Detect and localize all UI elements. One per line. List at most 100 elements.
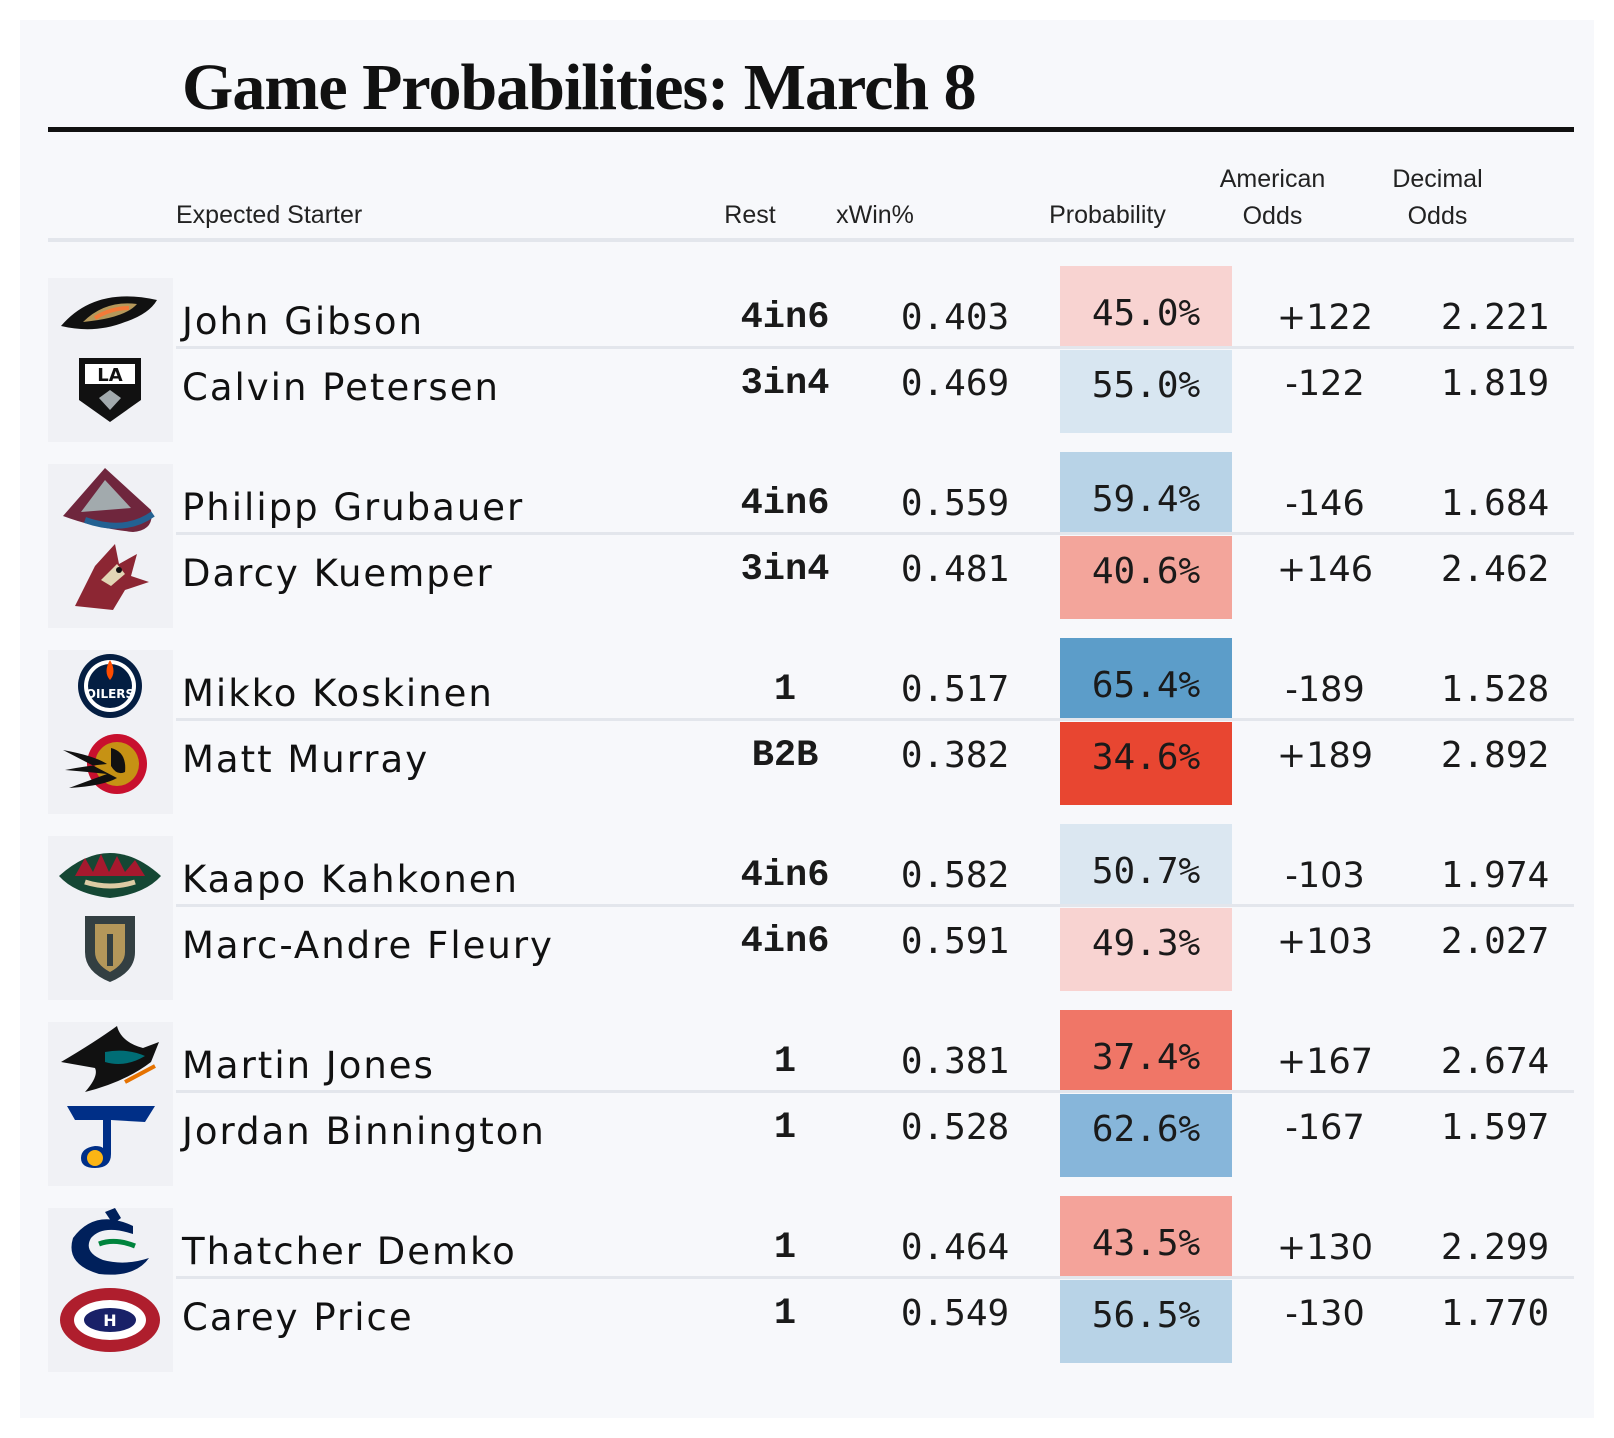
american-odds-value: -189: [1285, 670, 1365, 710]
rest-value: 1: [773, 1041, 797, 1083]
row-divider: [176, 532, 1574, 535]
starter-name: Marc-Andre Fleury: [182, 924, 554, 967]
svg-text:OILERS: OILERS: [86, 687, 134, 701]
probability-cell: [1060, 638, 1232, 721]
probability-value: 56.5%: [1091, 1295, 1201, 1336]
header-american-odds: American Odds: [1200, 161, 1345, 235]
probability-value: 50.7%: [1091, 851, 1201, 892]
probability-value: 65.4%: [1091, 665, 1201, 706]
row-divider: [176, 346, 1574, 349]
probabilities-card: Game Probabilities: March 8 Expected Sta…: [20, 20, 1594, 1418]
ducks-logo-icon: [55, 278, 165, 350]
decimal-odds-value: 2.221: [1440, 297, 1550, 338]
american-odds-value: +189: [1276, 736, 1374, 776]
decimal-odds-value: 2.299: [1440, 1227, 1550, 1268]
golden-knights-logo-icon: [55, 912, 165, 984]
xwin-value: 0.517: [900, 669, 1010, 710]
xwin-value: 0.382: [900, 735, 1010, 776]
rest-value: 4in6: [740, 297, 830, 339]
probability-cell: [1060, 1196, 1232, 1279]
american-odds-value: +146: [1276, 550, 1374, 590]
header-american-line1: American: [1219, 165, 1326, 193]
probability-cell: [1060, 824, 1232, 907]
decimal-odds-value: 2.462: [1440, 549, 1550, 590]
svg-text:H: H: [103, 1311, 116, 1330]
row-divider: [176, 904, 1574, 907]
american-odds-value: -130: [1285, 1294, 1365, 1334]
american-odds-value: -167: [1285, 1108, 1365, 1148]
xwin-value: 0.469: [900, 363, 1010, 404]
starter-name: Darcy Kuemper: [182, 552, 494, 595]
wild-logo-icon: [55, 836, 165, 908]
sharks-logo-icon: [55, 1022, 165, 1094]
probability-cell: [1060, 722, 1232, 805]
probability-value: 59.4%: [1091, 479, 1201, 520]
xwin-value: 0.559: [900, 483, 1010, 524]
header-decimal-odds: Decimal Odds: [1365, 161, 1510, 235]
svg-text:LA: LA: [97, 365, 122, 386]
starter-name: John Gibson: [182, 300, 425, 343]
blues-logo-icon: [55, 1098, 165, 1170]
row-divider: [176, 718, 1574, 721]
oilers-logo-icon: OILERS: [55, 650, 165, 722]
american-odds-value: +167: [1276, 1042, 1374, 1082]
probability-value: 45.0%: [1091, 293, 1201, 334]
rest-value: 3in4: [740, 549, 830, 591]
rest-value: 1: [773, 1107, 797, 1149]
starter-name: Martin Jones: [182, 1044, 435, 1087]
xwin-value: 0.381: [900, 1041, 1010, 1082]
starter-name: Carey Price: [182, 1296, 414, 1339]
rest-value: 4in6: [740, 483, 830, 525]
american-odds-value: +130: [1276, 1228, 1374, 1268]
xwin-value: 0.481: [900, 549, 1010, 590]
game-block: Kaapo Kahkonen 4in6 0.582 50.7% -103 1.974 Mar…: [20, 824, 1594, 1000]
game-block: Philipp Grubauer 4in6 0.559 59.4% -146 1.684 D…: [20, 452, 1594, 628]
game-block: John Gibson 4in6 0.403 45.0% +122 2.221 LA Calv…: [20, 266, 1594, 442]
probability-value: 49.3%: [1091, 923, 1201, 964]
header-starter: Expected Starter: [176, 201, 363, 229]
xwin-value: 0.582: [900, 855, 1010, 896]
american-odds-value: +103: [1276, 922, 1374, 962]
rest-value: 4in6: [740, 855, 830, 897]
rest-value: 3in4: [740, 363, 830, 405]
starter-name: Philipp Grubauer: [182, 486, 525, 529]
starter-name: Thatcher Demko: [182, 1230, 517, 1273]
row-divider: [176, 1276, 1574, 1279]
decimal-odds-value: 1.684: [1440, 483, 1550, 524]
starter-name: Jordan Binnington: [182, 1110, 546, 1153]
header-decimal-line2: Odds: [1407, 202, 1468, 230]
header-rest: Rest: [724, 201, 776, 229]
canadiens-logo-icon: H: [55, 1284, 165, 1356]
probability-value: 62.6%: [1091, 1109, 1201, 1150]
header-xwin: xWin%: [836, 201, 914, 229]
xwin-value: 0.549: [900, 1293, 1010, 1334]
decimal-odds-value: 1.597: [1440, 1107, 1550, 1148]
decimal-odds-value: 2.892: [1440, 735, 1550, 776]
probability-cell: [1060, 1094, 1232, 1177]
probability-value: 43.5%: [1091, 1223, 1201, 1264]
header-rule: [48, 238, 1574, 242]
starter-name: Kaapo Kahkonen: [182, 858, 519, 901]
american-odds-value: +122: [1276, 298, 1374, 338]
decimal-odds-value: 2.674: [1440, 1041, 1550, 1082]
probability-value: 55.0%: [1091, 365, 1201, 406]
american-odds-value: -146: [1285, 484, 1365, 524]
decimal-odds-value: 2.027: [1440, 921, 1550, 962]
coyotes-logo-icon: [55, 540, 165, 612]
probability-cell: [1060, 1280, 1232, 1363]
probability-cell: [1060, 452, 1232, 535]
probability-cell: [1060, 536, 1232, 619]
game-block: Thatcher Demko 1 0.464 43.5% +130 2.299 H Carey…: [20, 1196, 1594, 1372]
header-probability: Probability: [1049, 201, 1166, 229]
probability-cell: [1060, 266, 1232, 349]
xwin-value: 0.528: [900, 1107, 1010, 1148]
header-american-line2: Odds: [1242, 202, 1303, 230]
game-block: Martin Jones 1 0.381 37.4% +167 2.674 Jordan B…: [20, 1010, 1594, 1186]
decimal-odds-value: 1.974: [1440, 855, 1550, 896]
title-rule: [48, 127, 1574, 132]
probability-cell: [1060, 1010, 1232, 1093]
xwin-value: 0.591: [900, 921, 1010, 962]
probability-cell: [1060, 908, 1232, 991]
avalanche-logo-icon: [55, 464, 165, 536]
starter-name: Mikko Koskinen: [182, 672, 494, 715]
